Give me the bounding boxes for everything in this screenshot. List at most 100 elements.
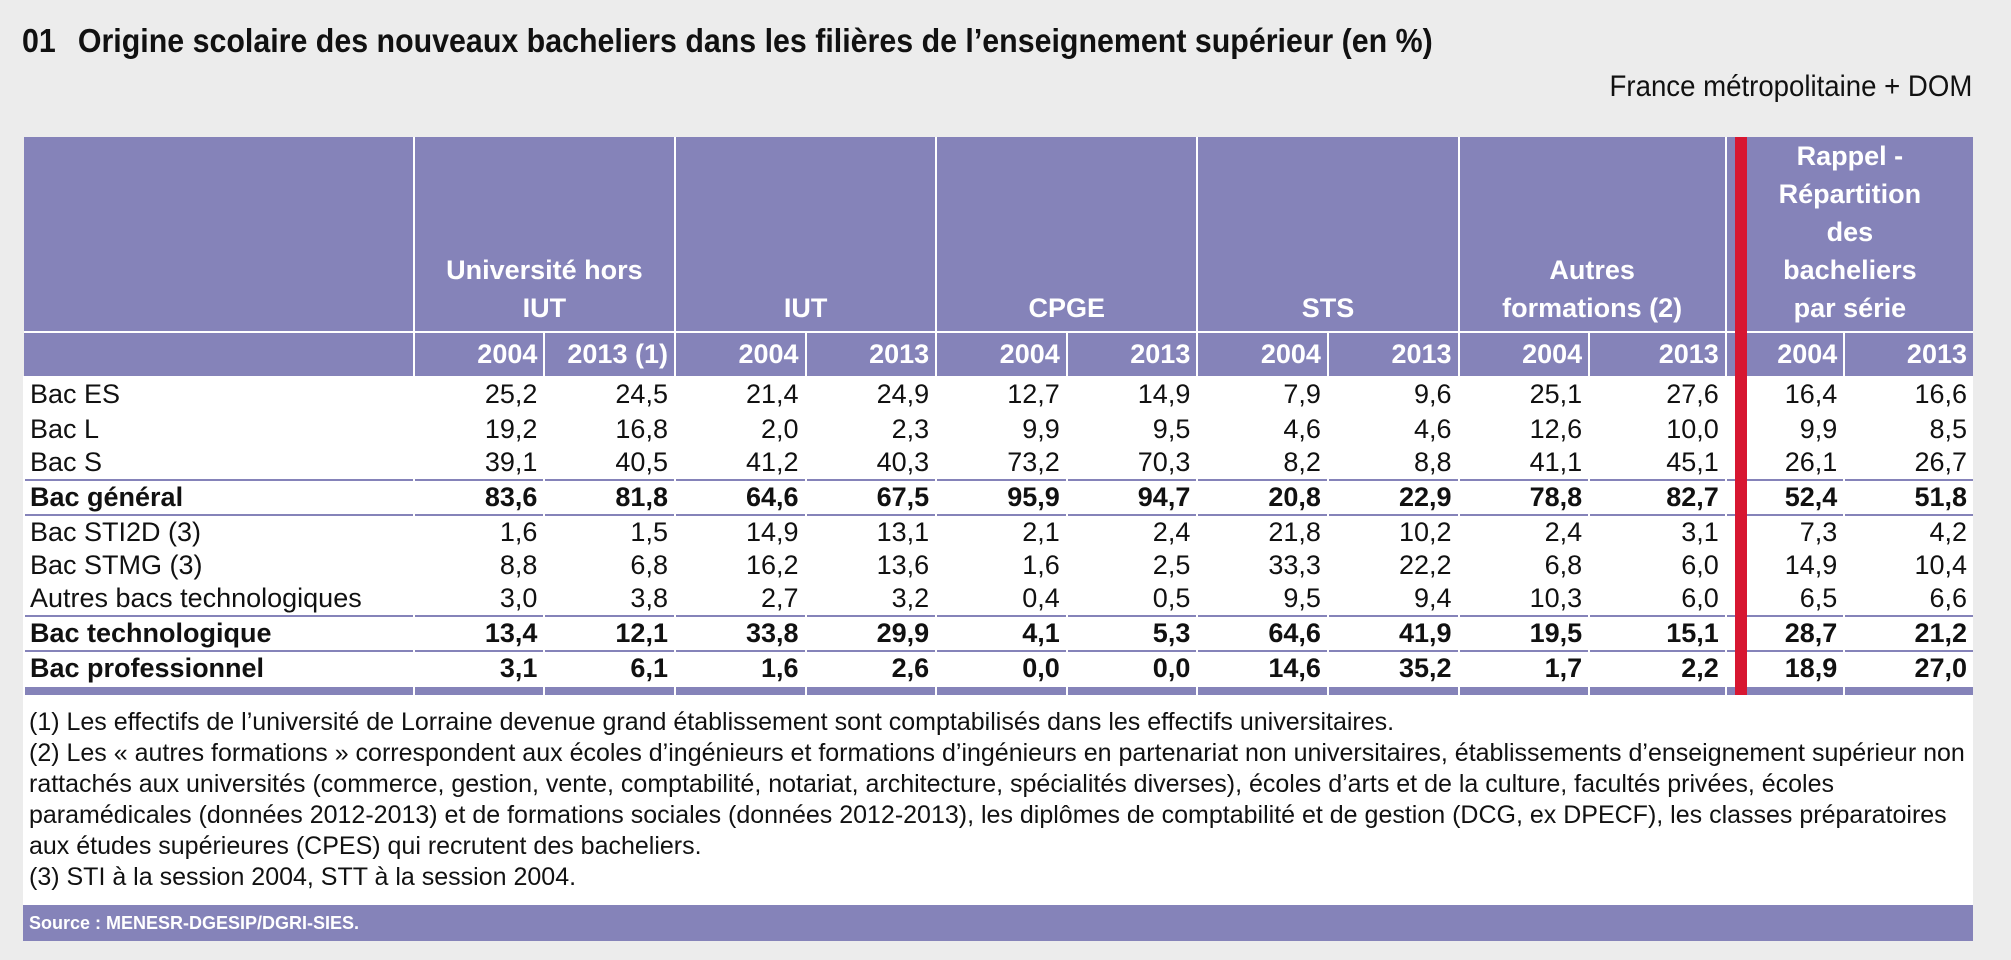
- table-cell: 9,5: [1196, 582, 1328, 616]
- table-row: Bac STI2D (3) 1,6 1,5 14,9 13,1 2,1 2,4 21,8 10,…: [23, 514, 1973, 549]
- table-cell: 12,1: [543, 615, 675, 651]
- table-cell: 41,2: [673, 446, 806, 480]
- footnote-1: (1) Les effectifs de l’université de Lor…: [29, 708, 1395, 736]
- table-cell: 15,1: [1588, 615, 1726, 651]
- table-cell: 16,2: [673, 549, 806, 582]
- table-cell: 24,9: [804, 376, 937, 413]
- table-cell: 28,7: [1724, 615, 1845, 651]
- table-cell: 1,7: [1457, 650, 1590, 686]
- year-header: 2013: [1326, 331, 1459, 376]
- table-cell: 6,8: [1457, 549, 1590, 582]
- table-row: Bac S 39,1 40,5 41,2 40,3 73,2 70,3 8,2 8,8 41,1 4…: [23, 446, 1973, 480]
- table-cell: 2,6: [804, 650, 937, 686]
- year-header: 2004: [1196, 331, 1328, 376]
- row-label: Bac professionnel: [23, 650, 414, 686]
- table-cell: 3,2: [804, 582, 937, 616]
- year-header-row: 2004 2013 (1) 2004 2013 2004 2013 2004 2…: [24, 331, 1973, 376]
- corner-header: [24, 137, 414, 332]
- table-cell: 3,0: [412, 582, 545, 616]
- table-cell: 0,0: [1065, 650, 1198, 686]
- table-cell: 20,8: [1196, 479, 1328, 515]
- table-cell: 45,1: [1588, 446, 1726, 480]
- group-header-row: Université hors IUT IUT CPGE STS Autres …: [24, 137, 1973, 332]
- table-cell: 8,5: [1843, 413, 1973, 446]
- table-cell: 5,3: [1065, 615, 1198, 651]
- row-label: Bac technologique: [23, 615, 414, 651]
- row-label: Bac ES: [23, 376, 414, 413]
- table-cell: 0,4: [935, 582, 1067, 616]
- table-cell: 51,8: [1843, 479, 1973, 515]
- table-cell: 27,0: [1843, 650, 1973, 686]
- rappel-divider: [1735, 137, 1747, 697]
- data-table-container: Université hors IUT IUT CPGE STS Autres …: [23, 137, 1973, 729]
- table-row: Bac L 19,2 16,8 2,0 2,3 9,9 9,5 4,6 4,6 12,6 10,0 9…: [23, 413, 1973, 446]
- table-cell: 95,9: [935, 479, 1067, 515]
- footnotes: (1) Les effectifs de l’université de Lor…: [23, 695, 1973, 905]
- year-header: 2004: [935, 331, 1067, 376]
- table-row: Bac général 83,6 81,8 64,6 67,5 95,9 94,7 20,8 2…: [23, 479, 1973, 515]
- table-cell: 33,3: [1196, 549, 1328, 582]
- table-cell: 4,1: [935, 615, 1067, 651]
- page-title: 01 Origine scolaire des nouveaux bachelie…: [22, 22, 1433, 60]
- year-header: 2013 (1): [543, 331, 675, 376]
- table-cell: 2,7: [673, 582, 806, 616]
- table-cell: 13,6: [804, 549, 937, 582]
- table-cell: 8,8: [1326, 446, 1459, 480]
- footnote-2: (2) Les « autres formations » correspond…: [29, 739, 1965, 860]
- group-header-rappel: Rappel - Répartition des bacheliers par …: [1724, 137, 1973, 332]
- table-cell: 19,5: [1457, 615, 1590, 651]
- table-cell: 41,1: [1457, 446, 1590, 480]
- table-cell: 39,1: [412, 446, 545, 480]
- row-label: Bac STI2D (3): [23, 514, 414, 549]
- table-cell: 0,5: [1065, 582, 1198, 616]
- table-row: Bac professionnel 3,1 6,1 1,6 2,6 0,0 0,0 14,6 3…: [23, 650, 1973, 686]
- corner-header-sub: [24, 331, 414, 376]
- table-row: Bac STMG (3) 8,8 6,8 16,2 13,6 1,6 2,5 33,3 22,2…: [23, 549, 1973, 582]
- table-title: Origine scolaire des nouveaux bacheliers…: [77, 22, 1433, 59]
- table-cell: 9,5: [1065, 413, 1198, 446]
- table-cell: 10,0: [1588, 413, 1726, 446]
- table-cell: 8,8: [412, 549, 545, 582]
- table-cell: 21,4: [673, 376, 806, 413]
- table-cell: 21,8: [1196, 514, 1328, 549]
- year-header: 2013: [804, 331, 937, 376]
- table-cell: 10,2: [1326, 514, 1459, 549]
- year-header: 2013: [1843, 331, 1973, 376]
- table-cell: 1,6: [412, 514, 545, 549]
- table-cell: 14,6: [1196, 650, 1328, 686]
- row-label: Bac général: [23, 479, 414, 515]
- table-row: Autres bacs technologiques 3,0 3,8 2,7 3,2 0,…: [23, 582, 1973, 616]
- table-cell: 2,5: [1065, 549, 1198, 582]
- table-cell: 9,4: [1326, 582, 1459, 616]
- table-cell: 78,8: [1457, 479, 1590, 515]
- table-cell: 4,6: [1196, 413, 1328, 446]
- table-cell: 4,6: [1326, 413, 1459, 446]
- table-cell: 35,2: [1326, 650, 1459, 686]
- table-cell: 6,1: [543, 650, 675, 686]
- table-cell: 67,5: [804, 479, 937, 515]
- table-cell: 25,2: [412, 376, 545, 413]
- table-cell: 83,6: [412, 479, 545, 515]
- group-header-universite: Université hors IUT: [412, 137, 675, 332]
- table-row: Bac ES 25,2 24,5 21,4 24,9 12,7 14,9 7,9 9,6 25,1…: [23, 376, 1973, 413]
- table-cell: 41,9: [1326, 615, 1459, 651]
- table-cell: 3,1: [412, 650, 545, 686]
- table-cell: 16,6: [1843, 376, 1973, 413]
- table-cell: 73,2: [935, 446, 1067, 480]
- table-cell: 13,4: [412, 615, 545, 651]
- year-header: 2013: [1588, 331, 1726, 376]
- table-body: Bac ES 25,2 24,5 21,4 24,9 12,7 14,9 7,9 9,6 25,1…: [23, 376, 1973, 686]
- table-cell: 25,1: [1457, 376, 1590, 413]
- year-header: 2004: [412, 331, 545, 376]
- table-cell: 40,5: [543, 446, 675, 480]
- table-cell: 2,0: [673, 413, 806, 446]
- table-cell: 14,9: [1065, 376, 1198, 413]
- table-cell: 64,6: [1196, 615, 1328, 651]
- table-cell: 29,9: [804, 615, 937, 651]
- table-cell: 2,4: [1065, 514, 1198, 549]
- year-header: 2013: [1065, 331, 1198, 376]
- table-cell: 1,6: [935, 549, 1067, 582]
- data-table: Université hors IUT IUT CPGE STS Autres …: [23, 137, 1973, 729]
- row-label: Autres bacs technologiques: [23, 582, 414, 616]
- table-cell: 16,8: [543, 413, 675, 446]
